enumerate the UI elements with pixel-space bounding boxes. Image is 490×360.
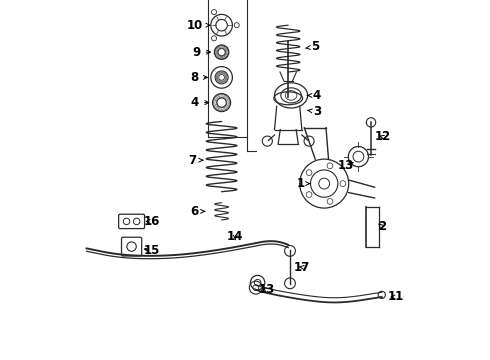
Text: 14: 14 xyxy=(227,230,244,243)
Text: 10: 10 xyxy=(187,19,210,32)
Text: 16: 16 xyxy=(143,215,160,228)
Text: 12: 12 xyxy=(374,130,391,143)
Text: 15: 15 xyxy=(143,244,160,257)
Text: 17: 17 xyxy=(294,261,310,274)
Text: 3: 3 xyxy=(307,105,321,118)
Text: 8: 8 xyxy=(191,71,207,84)
Text: 5: 5 xyxy=(306,40,319,53)
Text: 7: 7 xyxy=(189,154,203,167)
Text: 13: 13 xyxy=(338,159,354,172)
Text: 6: 6 xyxy=(191,205,205,218)
Text: 9: 9 xyxy=(192,46,211,59)
Text: 4: 4 xyxy=(191,96,209,109)
Text: 2: 2 xyxy=(378,220,386,233)
Text: 11: 11 xyxy=(388,291,404,303)
Text: 1: 1 xyxy=(297,177,311,190)
Text: 4: 4 xyxy=(307,89,321,102)
Text: 13: 13 xyxy=(259,283,275,296)
